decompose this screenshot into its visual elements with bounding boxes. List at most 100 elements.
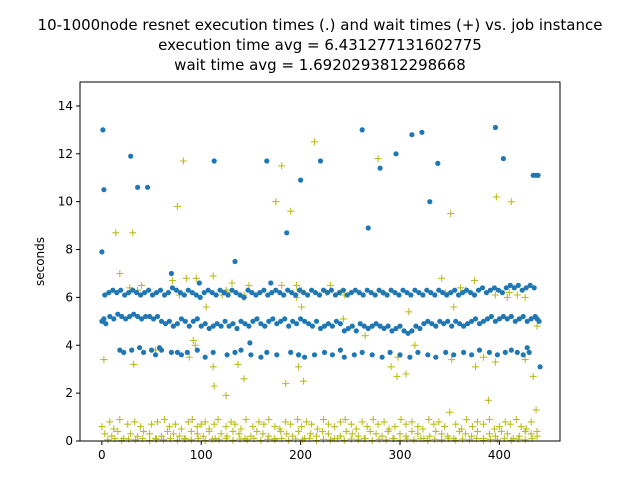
wait-time-point — [438, 430, 446, 438]
wait-time-point — [336, 418, 344, 426]
wait-time-point — [366, 427, 374, 435]
wait-time-point — [408, 427, 416, 435]
execution-time-point — [341, 354, 347, 360]
execution-time-point — [537, 364, 543, 370]
wait-time-point — [527, 418, 535, 426]
execution-time-point — [461, 349, 467, 355]
wait-time-point — [272, 198, 280, 206]
execution-time-point — [225, 292, 231, 298]
execution-time-point — [114, 290, 120, 296]
execution-time-point — [452, 287, 458, 293]
wait-time-point — [402, 432, 410, 440]
execution-time-point — [266, 318, 272, 324]
wait-time-point — [517, 423, 525, 431]
wait-time-point — [501, 418, 509, 426]
execution-time-point — [149, 347, 155, 353]
execution-time-point — [317, 325, 324, 332]
execution-time-point — [320, 287, 327, 293]
wait-time-point — [173, 436, 181, 444]
execution-time-point — [420, 292, 426, 298]
execution-time-point — [376, 287, 382, 293]
execution-time-point — [210, 349, 216, 355]
execution-time-point — [194, 347, 200, 353]
wait-time-point — [375, 435, 383, 443]
execution-time-point — [269, 290, 275, 296]
execution-time-point — [492, 124, 498, 131]
execution-time-point — [340, 287, 346, 293]
wait-time-point — [342, 427, 350, 435]
wait-time-point — [450, 303, 458, 311]
execution-time-point — [196, 280, 202, 286]
wait-time-point — [533, 427, 541, 435]
wait-time-point — [182, 274, 190, 282]
wait-time-point — [171, 420, 179, 428]
wait-time-point — [507, 436, 515, 444]
wait-time-point — [294, 416, 302, 423]
wait-time-point — [148, 420, 156, 428]
execution-time-point — [329, 352, 335, 358]
execution-time-point — [158, 318, 165, 324]
x-tick-label: 300 — [389, 448, 412, 462]
wait-time-point — [438, 274, 446, 282]
execution-time-point — [356, 290, 362, 296]
wait-time-point — [361, 332, 369, 340]
execution-time-point — [202, 354, 208, 360]
execution-time-point — [230, 321, 236, 327]
wait-time-point — [347, 420, 355, 428]
wait-time-point — [485, 430, 493, 438]
wait-time-point — [432, 427, 440, 435]
execution-time-point — [495, 287, 501, 293]
wait-time-point — [426, 432, 434, 440]
wait-time-point — [237, 425, 245, 433]
wait-time-point — [298, 423, 306, 431]
execution-time-point — [457, 321, 463, 327]
wait-time-point — [154, 418, 161, 426]
wait-time-point — [452, 420, 460, 428]
wait-time-point — [469, 423, 476, 431]
execution-time-point — [405, 330, 411, 336]
wait-time-point — [271, 423, 279, 431]
execution-time-point — [129, 347, 135, 353]
execution-time-point — [409, 328, 415, 334]
execution-time-point — [174, 349, 180, 355]
execution-time-point — [316, 292, 323, 298]
execution-time-point — [465, 321, 471, 327]
wait-time-point — [295, 427, 303, 435]
execution-time-point — [483, 290, 490, 296]
wait-time-point — [168, 277, 176, 285]
execution-time-point — [277, 290, 283, 296]
execution-time-point — [189, 290, 195, 296]
execution-time-point — [282, 316, 288, 322]
execution-time-point — [194, 316, 200, 322]
wait-time-point — [253, 427, 261, 435]
wait-time-point — [396, 430, 404, 438]
execution-time-point — [372, 292, 378, 298]
execution-time-point — [508, 347, 514, 353]
execution-time-point — [296, 352, 302, 358]
wait-time-point — [131, 418, 139, 426]
execution-time-point — [127, 313, 133, 320]
wait-time-point — [161, 416, 168, 423]
execution-time-point — [333, 318, 339, 324]
execution-time-point — [385, 323, 391, 329]
wait-time-point — [209, 363, 217, 371]
execution-time-point — [365, 325, 371, 332]
wait-time-point — [480, 353, 487, 361]
execution-time-point — [142, 290, 148, 296]
wait-time-point — [441, 423, 449, 431]
wait-time-point — [382, 436, 390, 444]
execution-time-point — [242, 321, 248, 327]
execution-time-point — [226, 323, 232, 329]
chart-title-line-3: wait time avg = 1.6920293812298668 — [174, 56, 466, 74]
wait-time-point — [193, 430, 201, 438]
execution-time-point — [321, 349, 328, 355]
wait-time-point — [515, 432, 523, 440]
wait-time-point — [185, 353, 193, 361]
execution-time-point — [193, 292, 199, 298]
wait-time-point — [299, 436, 307, 444]
execution-time-point — [491, 285, 497, 291]
execution-time-point — [407, 354, 413, 360]
wait-time-point — [169, 430, 177, 438]
wait-time-point — [235, 430, 243, 438]
wait-time-point — [101, 430, 109, 438]
